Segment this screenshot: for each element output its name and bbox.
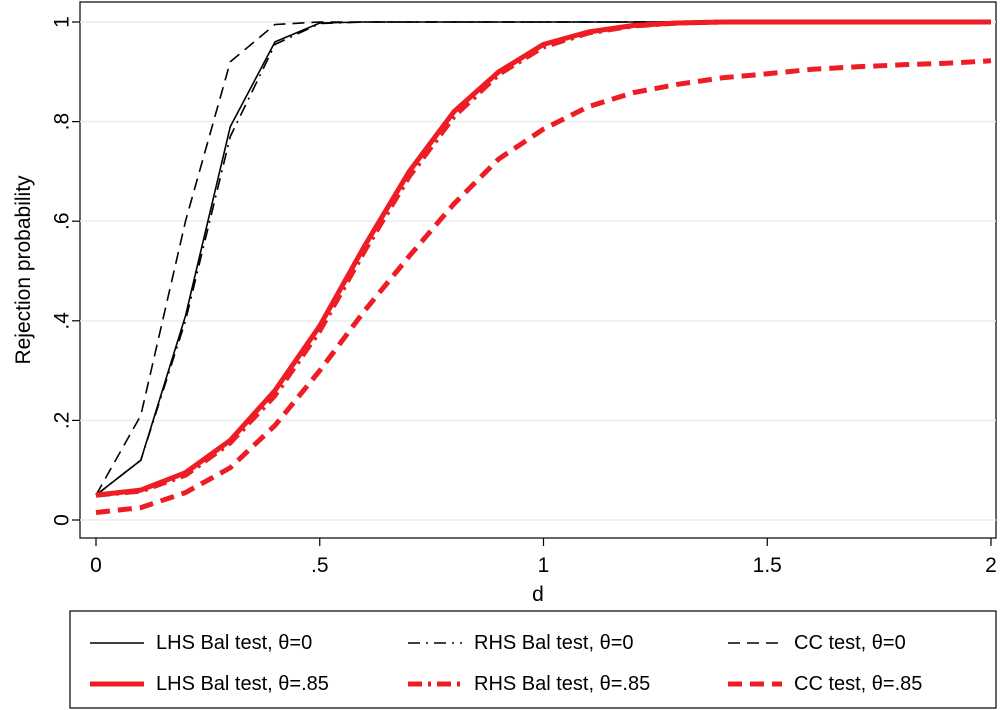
y-tick-label: 0 xyxy=(51,514,74,526)
x-tick-label: .5 xyxy=(311,554,329,577)
y-axis-title: Rejection probability xyxy=(12,175,35,365)
plot-area xyxy=(79,1,997,539)
x-tick-label: 0 xyxy=(90,554,102,577)
y-tick-label: .8 xyxy=(51,113,74,131)
series-line-cc-test-theta-85 xyxy=(95,58,992,515)
legend-label: LHS Bal test, θ=0 xyxy=(156,632,312,654)
y-tick-label: 1 xyxy=(51,16,74,28)
x-axis-title: d xyxy=(532,583,544,606)
legend: LHS Bal test, θ=0 RHS Bal test, θ=0 CC tes… xyxy=(69,610,997,709)
x-tick-label: 1 xyxy=(538,554,550,577)
x-tick-label: 1.5 xyxy=(753,554,782,577)
series-line-cc-test-theta-0 xyxy=(95,21,991,496)
y-tick-label: .4 xyxy=(51,312,74,330)
series-line-rhs-bal-test-theta-85 xyxy=(95,19,991,498)
legend-label: CC test, θ=.85 xyxy=(794,673,922,695)
legend-label: RHS Bal test, θ=.85 xyxy=(474,673,650,695)
x-tick-label: 2 xyxy=(985,554,997,577)
legend-label: RHS Bal test, θ=0 xyxy=(474,632,634,654)
legend-label: CC test, θ=0 xyxy=(794,632,906,654)
y-tick-label: .6 xyxy=(51,212,74,230)
legend-label: LHS Bal test, θ=.85 xyxy=(156,673,329,695)
axes: 0 .2 .4 .6 .8 1 0 .5 1 1.5 2 xyxy=(51,16,997,577)
series-layer xyxy=(95,19,992,515)
legend-box xyxy=(69,610,997,709)
y-tick-label: .2 xyxy=(51,412,74,430)
